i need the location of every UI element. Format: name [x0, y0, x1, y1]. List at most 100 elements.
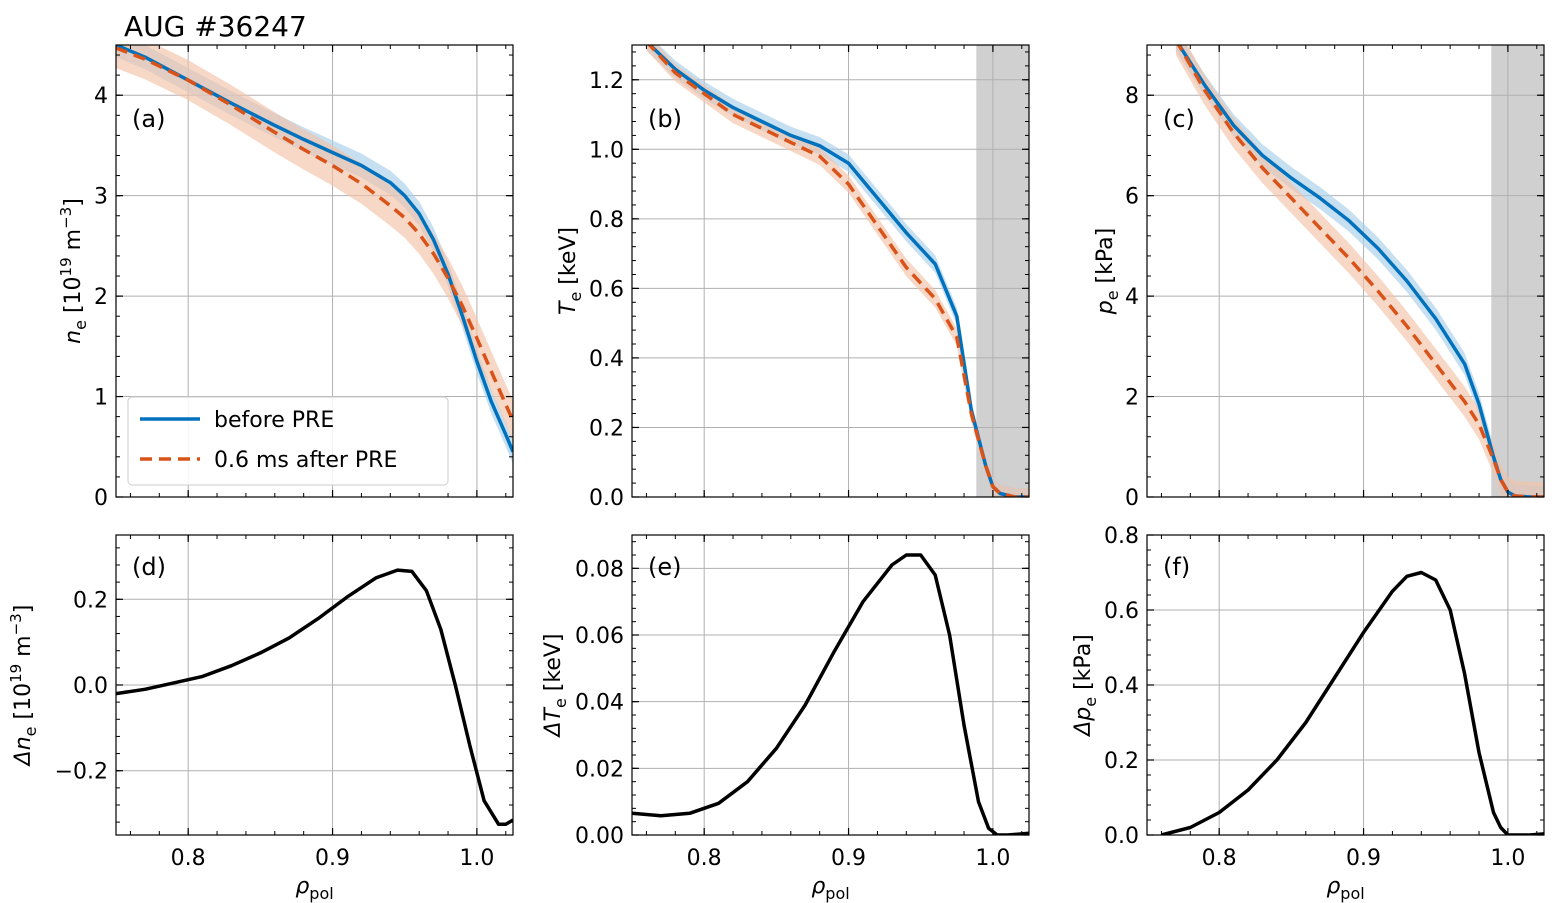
y-tick-label: 1.0: [589, 138, 624, 163]
y-axis-label: Te [keV]: [556, 227, 585, 315]
y-tick-label: 4: [94, 84, 108, 109]
y-label-unit: [keV]: [556, 227, 581, 292]
x-axis-label: ρpol: [1326, 874, 1364, 903]
y-axis-label: ne [1019 m−3]: [57, 198, 90, 344]
x-axis-label: ρpol: [811, 874, 849, 903]
y-tick-label: 8: [1125, 84, 1139, 109]
plot-area-f: [1147, 535, 1544, 835]
y-tick-label: 0.0: [73, 674, 108, 699]
panel-f: 0.0 0.2 0.4 0.6 0.8 0.8 0.9 1.0 (f) Δpe [kPa] ρpol: [1071, 524, 1545, 903]
x-tick-label: 0.9: [831, 846, 866, 871]
y-tick-label: 0: [1125, 486, 1139, 511]
panel-c: 0 2 4 6 8 (c) pe [kPa]: [1093, 44, 1545, 511]
panel-label: (f): [1163, 553, 1190, 581]
y-tick-label: 0.08: [575, 557, 624, 582]
y-label-unit-tail: m: [61, 229, 86, 257]
y-label-symbol: T: [556, 300, 581, 315]
y-label-superscript: 19: [7, 664, 25, 683]
y-tick-label: 0.06: [575, 624, 624, 649]
y-tick-label: 0.00: [575, 824, 624, 849]
legend-label-after: 0.6 ms after PRE: [214, 448, 397, 473]
axes-frame: [631, 534, 1030, 836]
y-label-unit: [keV]: [541, 633, 566, 698]
after-pre-line: [647, 45, 1029, 497]
y-label-end: ]: [61, 198, 86, 207]
shaded-region: [1491, 45, 1544, 497]
panel-label: (c): [1163, 105, 1195, 133]
shaded-region: [976, 45, 1029, 497]
uncertainty-band-after: [116, 45, 513, 441]
difference-line: [116, 568, 513, 827]
panel-label: (b): [648, 105, 682, 133]
x-tick-label: 1.0: [975, 846, 1010, 871]
y-label-subscript: e: [71, 320, 90, 330]
before-pre-line: [1177, 45, 1544, 497]
legend: before PRE 0.6 ms after PRE: [127, 396, 449, 486]
x-tick-label: 0.9: [1346, 846, 1381, 871]
y-label-symbol: Δp: [1071, 707, 1096, 738]
panel-label: (e): [648, 553, 682, 581]
panel-d: −0.2 0.0 0.2 0.8 0.9 1.0 (d) Δne [1019 m−3] ρpol: [7, 534, 514, 903]
after-pre-line: [1176, 45, 1544, 497]
y-label-unit: [10: [11, 683, 36, 727]
difference-line: [1160, 570, 1544, 835]
y-tick-label: 2: [94, 285, 108, 310]
legend-box: [127, 396, 449, 486]
plot-area-c: [1147, 45, 1544, 497]
x-tick-label: 1.0: [459, 846, 494, 871]
y-tick-label: 0.8: [589, 208, 624, 233]
y-axis-label: ΔTe [keV]: [541, 633, 570, 738]
legend-label-before: before PRE: [214, 408, 334, 433]
y-tick-label: 0.04: [575, 691, 624, 716]
y-axis-label: Δpe [kPa]: [1071, 634, 1100, 738]
after-pre-line: [116, 46, 513, 422]
y-axis-label: pe [kPa]: [1093, 228, 1122, 315]
y-label-subscript: e: [1103, 290, 1122, 300]
y-label-symbol: n: [61, 330, 86, 344]
y-label-unit-tail: m: [11, 635, 36, 663]
before-pre-line: [116, 45, 513, 453]
y-tick-label: 3: [94, 185, 108, 210]
y-label-superscript2: −3: [57, 207, 75, 229]
x-label-subscript: pol: [825, 884, 849, 903]
difference-line: [632, 553, 1029, 835]
y-tick-label: 0.2: [1104, 749, 1139, 774]
y-tick-label: 0.0: [589, 486, 624, 511]
y-tick-label: 1.2: [589, 69, 624, 94]
y-axis-label: Δne [1019 m−3]: [7, 605, 40, 768]
y-tick-label: 1: [94, 386, 108, 411]
y-tick-label: 0.4: [1104, 674, 1139, 699]
y-tick-label: 0: [94, 486, 108, 511]
plot-area-a: [116, 45, 513, 497]
y-label-unit: [kPa]: [1093, 228, 1118, 291]
panel-label: (a): [132, 105, 165, 133]
x-label-subscript: pol: [309, 884, 333, 903]
y-tick-label: −0.2: [55, 760, 108, 785]
x-axis-label: ρpol: [295, 874, 333, 903]
y-tick-label: 0.0: [1104, 824, 1139, 849]
y-label-subscript: e: [551, 698, 570, 708]
y-label-superscript: 19: [57, 257, 75, 276]
x-tick-label: 0.8: [687, 846, 722, 871]
y-label-end: ]: [11, 605, 36, 614]
panel-a: 0 1 2 3 4 (a) ne [1019 m−3] before PRE 0.6 ms af…: [57, 44, 514, 511]
y-label-subscript: e: [1081, 697, 1100, 707]
y-tick-label: 0.02: [575, 757, 624, 782]
y-label-symbol: Δn: [11, 736, 36, 767]
y-label-symbol: p: [1093, 300, 1118, 315]
y-label-unit: [10: [61, 276, 86, 320]
y-label-unit: [kPa]: [1071, 634, 1096, 697]
figure-title: AUG #36247: [124, 10, 307, 43]
y-tick-label: 0.6: [589, 277, 624, 302]
y-tick-label: 4: [1125, 285, 1139, 310]
x-tick-label: 0.9: [315, 846, 350, 871]
x-label-symbol: ρ: [811, 874, 825, 899]
panel-b: 0.0 0.2 0.4 0.6 0.8 1.0 1.2 (b) Te [keV]: [556, 44, 1030, 511]
x-label-symbol: ρ: [295, 874, 309, 899]
y-tick-label: 0.2: [589, 416, 624, 441]
y-tick-label: 0.2: [73, 588, 108, 613]
plot-area-e: [632, 535, 1029, 835]
panel-e: 0.00 0.02 0.04 0.06 0.08 0.8 0.9 1.0 (e) ΔTe [keV…: [541, 534, 1030, 903]
plot-area-b: [632, 45, 1029, 497]
